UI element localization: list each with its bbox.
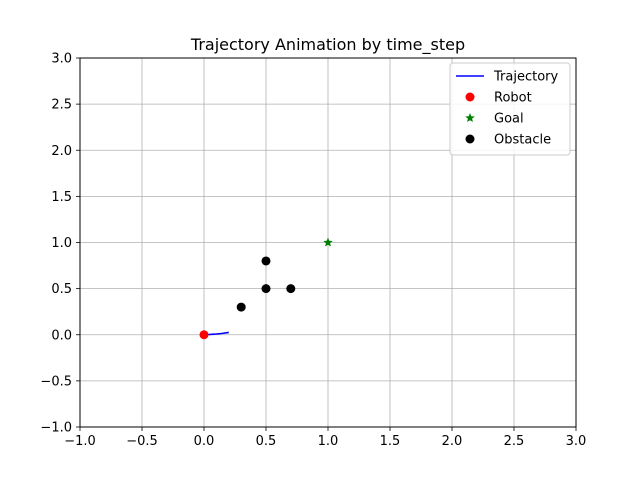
legend-label-trajectory: Trajectory <box>493 70 558 85</box>
obstacle-point <box>236 302 246 312</box>
x-tick-label: −1.0 <box>64 434 96 449</box>
legend: Trajectory Robot Goal Obstacle <box>449 62 571 156</box>
legend-label-obstacle: Obstacle <box>494 133 551 148</box>
x-tick-label: −0.5 <box>126 434 158 449</box>
obstacle-point <box>286 284 296 294</box>
obstacle-point <box>261 256 271 266</box>
plot-area <box>199 237 333 340</box>
x-tick-label: 2.0 <box>442 434 463 449</box>
x-tick-label: 0.0 <box>194 434 215 449</box>
y-tick-label: 1.5 <box>51 190 72 205</box>
x-tick-label: 3.0 <box>566 434 587 449</box>
legend-swatch-obstacle <box>465 134 475 144</box>
robot-point <box>199 330 209 340</box>
chart-title: Trajectory Animation by time_step <box>190 35 465 55</box>
y-tick-label: −0.5 <box>40 374 72 389</box>
legend-label-robot: Robot <box>494 91 532 106</box>
legend-box <box>449 62 571 156</box>
y-tick-label: 0.0 <box>51 328 72 343</box>
goal-point <box>323 237 333 247</box>
legend-swatch-goal <box>465 113 475 123</box>
axis-ticks: −1.0 −0.5 0.0 0.5 1.0 1.5 2.0 2.5 3.0 −1.0 −0.5 0.0… <box>40 52 586 450</box>
y-tick-label: 2.0 <box>51 144 72 159</box>
y-tick-label: 2.5 <box>51 98 72 113</box>
obstacle-point <box>261 284 271 294</box>
y-tick-label: 1.0 <box>51 236 72 251</box>
legend-label-goal: Goal <box>494 112 524 127</box>
x-tick-label: 1.5 <box>380 434 401 449</box>
x-tick-label: 2.5 <box>504 434 525 449</box>
x-tick-label: 0.5 <box>256 434 277 449</box>
legend-swatch-robot <box>465 92 475 102</box>
y-tick-label: 3.0 <box>51 52 72 67</box>
x-tick-label: 1.0 <box>318 434 339 449</box>
y-tick-label: −1.0 <box>40 421 72 436</box>
y-tick-label: 0.5 <box>51 282 72 297</box>
